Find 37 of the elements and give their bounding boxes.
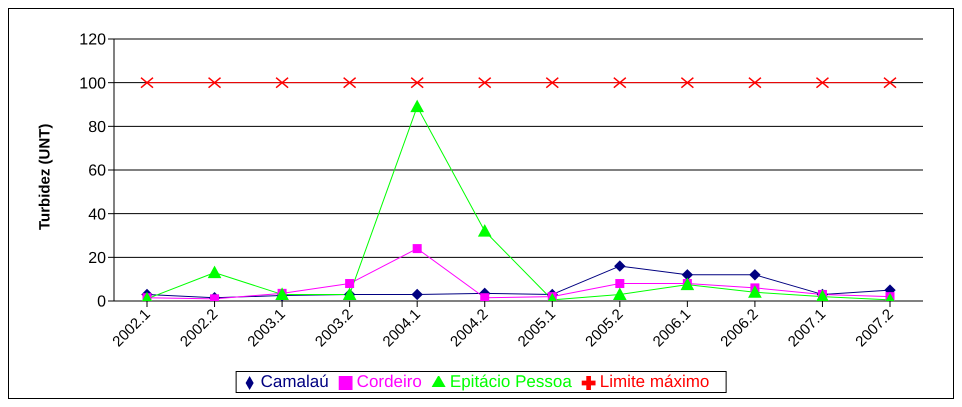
legend-label: Limite máximo [600, 372, 710, 391]
y-tick-label: 20 [88, 250, 106, 268]
point [615, 279, 624, 288]
point [410, 76, 424, 88]
point [546, 76, 560, 88]
point [478, 224, 492, 237]
point [883, 76, 897, 88]
point [478, 76, 492, 88]
point [410, 100, 424, 112]
legend-label: Cordeiro [356, 372, 422, 391]
y-tick-label: 100 [79, 75, 106, 92]
point [682, 269, 693, 280]
point [208, 76, 222, 88]
y-tick-label: 40 [88, 206, 106, 224]
point [749, 269, 760, 280]
y-tick-label: 80 [88, 119, 106, 136]
point [748, 76, 762, 88]
point [816, 76, 830, 88]
point [680, 76, 694, 88]
point [412, 288, 423, 300]
point [275, 76, 289, 88]
point [140, 76, 154, 88]
point [613, 288, 626, 300]
y-tick-label: 0 [97, 294, 106, 311]
point [614, 260, 626, 272]
legend-label: Camalaú [260, 372, 329, 391]
point [613, 76, 627, 88]
legend-label: Epitácio Pessoa [450, 372, 572, 391]
y-tick-label: 120 [79, 32, 106, 49]
point [342, 76, 356, 88]
y-tick-label: 60 [88, 162, 106, 180]
point [748, 286, 762, 298]
point [480, 293, 490, 301]
point [208, 266, 222, 278]
point [412, 244, 422, 254]
point [345, 279, 354, 288]
y-axis-title: Turbidez (UNT) [36, 124, 54, 230]
